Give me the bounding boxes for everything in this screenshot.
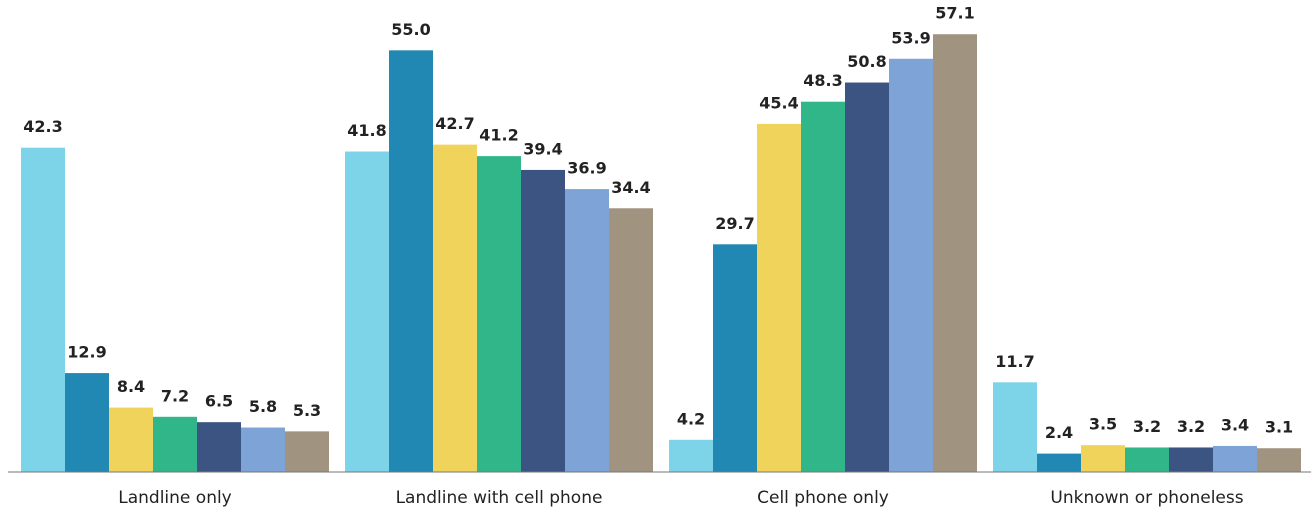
- x-tick-label: Landline with cell phone: [396, 488, 603, 508]
- value-label: 50.8: [847, 52, 886, 71]
- bar: [845, 82, 889, 473]
- value-label: 29.7: [715, 214, 754, 233]
- bar: [801, 101, 845, 472]
- value-label: 3.4: [1221, 415, 1249, 434]
- bar: [669, 439, 713, 472]
- value-label: 11.7: [995, 352, 1034, 371]
- value-label: 55.0: [391, 20, 430, 39]
- value-label: 53.9: [891, 28, 930, 47]
- bar: [241, 427, 285, 472]
- bar: [609, 208, 653, 472]
- value-label: 34.4: [611, 178, 650, 197]
- bar: [1125, 447, 1169, 472]
- bar: [1169, 447, 1213, 472]
- value-label: 41.2: [479, 126, 518, 145]
- value-label: 7.2: [161, 386, 189, 405]
- value-label: 5.3: [293, 401, 321, 420]
- bar: [477, 156, 521, 472]
- value-label: 6.5: [205, 392, 233, 411]
- bar: [713, 244, 757, 472]
- bar: [1257, 448, 1301, 472]
- bar: [889, 58, 933, 473]
- bar: [933, 34, 977, 472]
- bar: [285, 431, 329, 472]
- bar: [21, 147, 65, 472]
- value-label: 3.2: [1177, 417, 1205, 436]
- value-label: 12.9: [67, 343, 106, 362]
- bar: [197, 422, 241, 472]
- bar: [1037, 453, 1081, 472]
- value-label: 3.2: [1133, 417, 1161, 436]
- value-label: 2.4: [1045, 423, 1073, 442]
- bar: [433, 144, 477, 472]
- value-label: 5.8: [249, 397, 277, 416]
- x-tick-label: Unknown or phoneless: [1050, 488, 1243, 508]
- bar: [993, 382, 1037, 472]
- value-label: 41.8: [347, 121, 386, 140]
- bar: [389, 50, 433, 472]
- bar: [757, 123, 801, 472]
- value-label: 42.7: [435, 114, 474, 133]
- bar: [109, 407, 153, 472]
- value-label: 48.3: [803, 71, 842, 90]
- x-tick-label: Landline only: [118, 488, 232, 508]
- value-label: 57.1: [935, 4, 974, 23]
- value-label: 4.2: [677, 409, 705, 428]
- bar: [65, 373, 109, 472]
- value-label: 36.9: [567, 159, 606, 178]
- bar: [565, 189, 609, 472]
- value-label: 39.4: [523, 139, 562, 158]
- value-label: 3.5: [1089, 415, 1117, 434]
- value-label: 8.4: [117, 377, 145, 396]
- bar: [345, 151, 389, 473]
- value-label: 45.4: [759, 93, 798, 112]
- bar: [1213, 445, 1257, 472]
- value-label: 42.3: [23, 117, 62, 136]
- bar: [1081, 445, 1125, 472]
- value-label: 3.1: [1265, 418, 1293, 437]
- bar: [521, 169, 565, 472]
- x-tick-label: Cell phone only: [757, 488, 889, 508]
- bar: [153, 416, 197, 472]
